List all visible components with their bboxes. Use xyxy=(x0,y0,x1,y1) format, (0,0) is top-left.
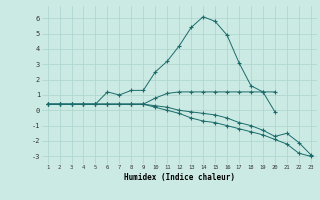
X-axis label: Humidex (Indice chaleur): Humidex (Indice chaleur) xyxy=(124,173,235,182)
